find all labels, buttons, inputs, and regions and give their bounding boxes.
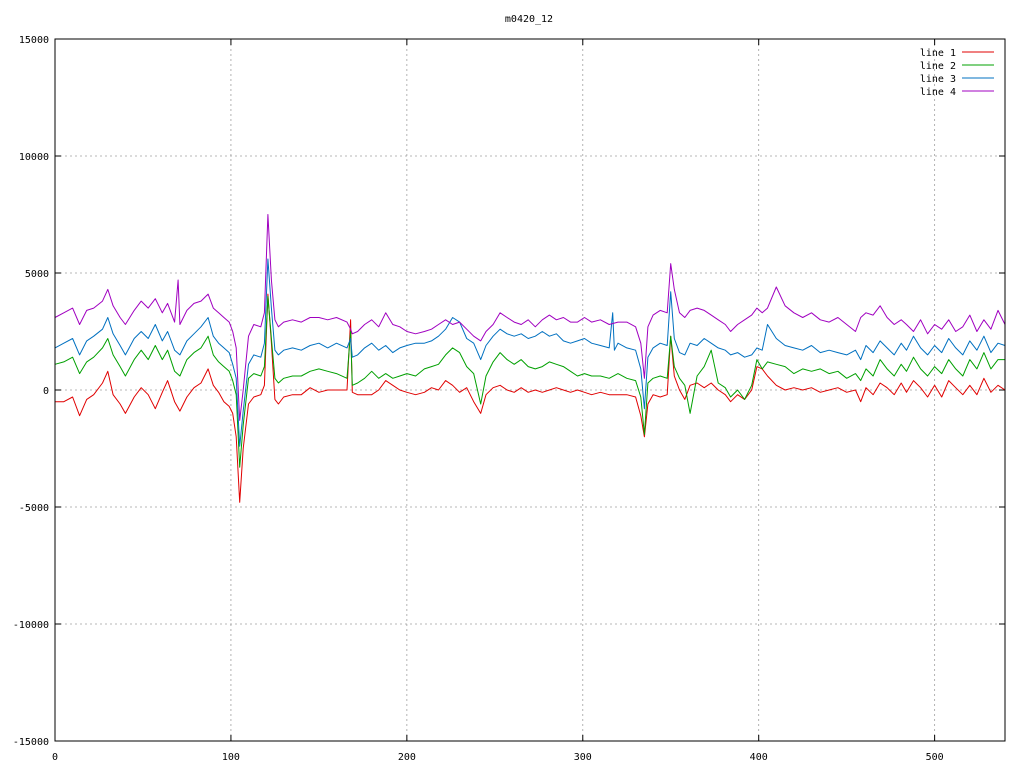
x-tick-label: 0: [52, 752, 58, 763]
x-tick-label: 300: [574, 752, 592, 763]
y-tick-label: -15000: [13, 737, 49, 748]
x-tick-label: 200: [398, 752, 416, 763]
series-lines: [54, 214, 1006, 503]
x-tick-label: 500: [926, 752, 944, 763]
series-line-3: [54, 258, 1006, 447]
grid: [55, 39, 1005, 741]
y-tick-label: -10000: [13, 620, 49, 631]
legend-label: line 3: [920, 74, 956, 85]
legend: line 1 line 2 line 3 line 4: [920, 48, 994, 98]
legend-label: line 4: [920, 87, 956, 98]
legend-label: line 2: [920, 61, 956, 72]
axes: -15000 -10000 -5000 0 5000 10000 15000 0 100 200 3…: [13, 35, 1005, 763]
y-tick-label: 5000: [25, 269, 49, 280]
series-line-2: [54, 295, 1005, 468]
x-tick-label: 100: [222, 752, 240, 763]
series-line-4: [54, 214, 1006, 421]
y-tick-label: -5000: [19, 503, 49, 514]
plot-frame: [54, 38, 1006, 742]
y-tick-label: 0: [43, 386, 49, 397]
y-tick-label: 10000: [19, 152, 49, 163]
series-line-1: [55, 293, 1006, 503]
legend-label: line 1: [920, 48, 956, 59]
x-tick-label: 400: [750, 752, 768, 763]
y-tick-label: 15000: [19, 35, 49, 46]
chart-title: m0420_12: [505, 14, 553, 25]
